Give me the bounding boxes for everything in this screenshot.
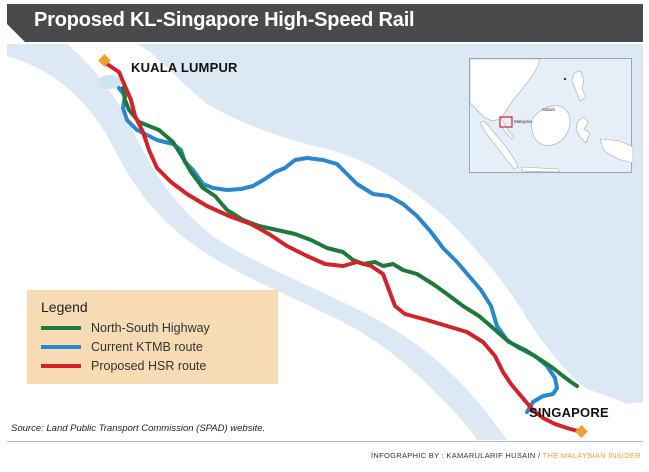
legend-label-highway: North-South Highway: [91, 321, 210, 335]
legend: Legend North-South Highway Current KTMB …: [27, 290, 278, 384]
inset-land-borneo: [531, 105, 571, 146]
title-bar: [7, 4, 643, 42]
legend-swatch-ktmb: [41, 345, 81, 349]
inset-map: Malaysia Sabah: [469, 58, 633, 173]
legend-swatch-hsr: [41, 364, 81, 368]
credit-line: INFOGRAPHIC BY : KAMARULARIF HUSAIN / TH…: [371, 451, 641, 460]
lake: [98, 75, 122, 89]
route-highway: [121, 86, 579, 388]
kuala-lumpur-label: KUALA LUMPUR: [131, 60, 238, 75]
inset-land-java: [521, 166, 561, 173]
legend-item-ktmb: Current KTMB route: [41, 339, 203, 355]
inset-label-malaysia: Malaysia: [514, 119, 532, 124]
route-hsr: [105, 62, 583, 434]
credit-author: INFOGRAPHIC BY : KAMARULARIF HUSAIN: [371, 451, 536, 460]
footer-divider: [7, 441, 643, 442]
credit-separator: /: [535, 451, 543, 460]
strait-water: [7, 44, 507, 440]
singapore-label: SINGAPORE: [529, 405, 609, 420]
inset-land-philippines: [571, 70, 587, 102]
legend-label-ktmb: Current KTMB route: [91, 340, 203, 354]
inset-land-peninsula: [499, 116, 515, 140]
page-title: Proposed KL-Singapore High-Speed Rail: [34, 9, 415, 31]
inset-land-sumatra: [479, 120, 519, 170]
inset-highlight-box: [499, 116, 513, 128]
legend-label-hsr: Proposed HSR route: [91, 359, 207, 373]
legend-swatch-highway: [41, 326, 81, 330]
inset-land-indochina: [470, 59, 541, 122]
source-note: Source: Land Public Transport Commission…: [11, 423, 266, 434]
inset-label-sabah: Sabah: [542, 107, 556, 112]
legend-item-highway: North-South Highway: [41, 320, 210, 336]
legend-title: Legend: [41, 299, 88, 315]
inset-land-sulawesi: [575, 116, 591, 144]
inset-svg: [470, 59, 633, 173]
credit-publisher: THE MALAYSIAN INSIDER: [542, 451, 641, 460]
inset-land-papua: [599, 138, 633, 164]
legend-item-hsr: Proposed HSR route: [41, 358, 206, 374]
inset-point-icon: [563, 77, 567, 81]
